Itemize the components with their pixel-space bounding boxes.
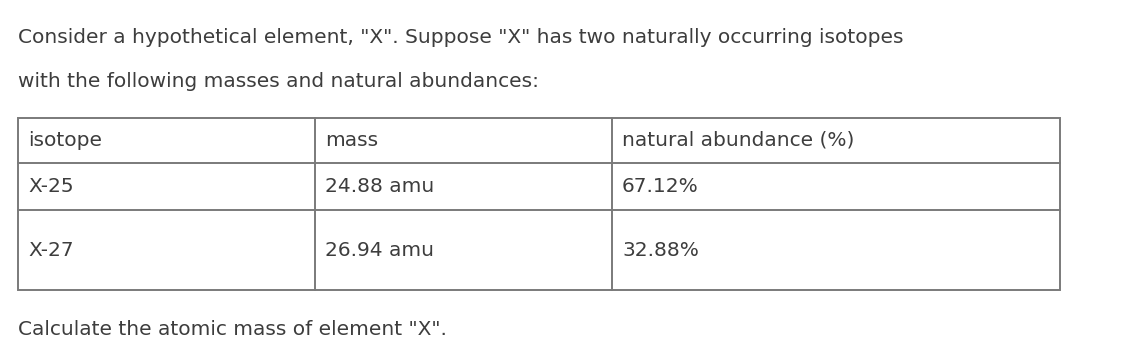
Text: Calculate the atomic mass of element "X".: Calculate the atomic mass of element "X"… (18, 320, 447, 339)
Text: mass: mass (325, 131, 379, 150)
Bar (18, 118, 1060, 290)
Text: 32.88%: 32.88% (622, 240, 699, 259)
Text: 26.94 amu: 26.94 amu (325, 240, 434, 259)
Text: 67.12%: 67.12% (622, 177, 699, 196)
Text: with the following masses and natural abundances:: with the following masses and natural ab… (18, 72, 539, 91)
Text: Consider a hypothetical element, "X". Suppose "X" has two naturally occurring is: Consider a hypothetical element, "X". Su… (18, 28, 904, 47)
Text: natural abundance (%): natural abundance (%) (622, 131, 855, 150)
Text: X-27: X-27 (27, 240, 73, 259)
Text: 24.88 amu: 24.88 amu (325, 177, 435, 196)
Text: X-25: X-25 (27, 177, 73, 196)
Text: isotope: isotope (27, 131, 102, 150)
